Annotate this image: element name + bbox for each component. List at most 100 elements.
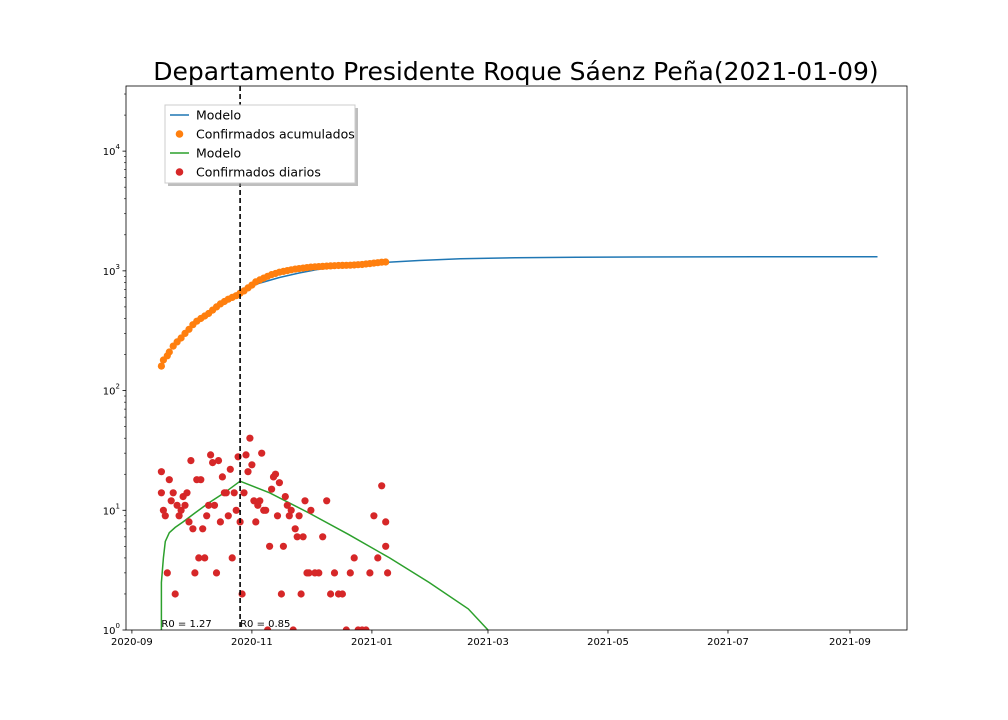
series-point-3 [370, 512, 378, 520]
series-point-3 [319, 533, 327, 541]
series-point-3 [266, 542, 274, 550]
series-point-3 [248, 461, 256, 469]
y-tick-exponent: 4 [116, 143, 121, 151]
series-point-3 [199, 525, 207, 533]
series-point-3 [175, 512, 183, 520]
x-tick-label: 2021-03 [467, 637, 509, 648]
r0-annotation: R0 = 0.85 [240, 619, 290, 630]
series-point-3 [268, 485, 276, 493]
series-point-3 [165, 476, 173, 484]
series-point-3 [271, 470, 280, 478]
series-point-3 [289, 626, 297, 630]
series-point-3 [275, 479, 283, 487]
series-point-3 [283, 501, 291, 509]
x-tick-label: 2021-05 [587, 637, 629, 648]
series-line-2 [160, 480, 489, 630]
series-point-3 [209, 459, 217, 467]
x-tick-label: 2020-11 [231, 637, 273, 648]
series-line-0 [239, 255, 878, 292]
y-tick-exponent: 1 [116, 502, 120, 510]
series-point-3 [177, 506, 185, 514]
x-tick-label: 2021-01 [351, 637, 393, 648]
series-point-3 [262, 506, 270, 514]
series-point-3 [338, 590, 346, 598]
y-tick-base: 10 [103, 387, 116, 398]
series-point-3 [315, 569, 323, 577]
y-tick-exponent: 3 [116, 263, 120, 271]
series-point-3 [384, 569, 392, 577]
series-point-3 [258, 449, 266, 457]
y-tick-base: 10 [103, 267, 116, 278]
series-point-3 [228, 554, 236, 562]
series-point-3 [159, 506, 167, 514]
y-tick-label: 101 [103, 502, 120, 517]
series-point-3 [157, 489, 165, 497]
x-tick-label: 2021-07 [707, 637, 749, 648]
series-point-3 [163, 569, 171, 577]
series-point-3 [214, 457, 223, 465]
series-point-3 [256, 497, 264, 505]
legend-label: Modelo [196, 146, 241, 161]
series-point-3 [299, 533, 307, 541]
series-point-3 [301, 497, 309, 505]
series-point-3 [295, 512, 303, 520]
series-point-3 [293, 533, 301, 541]
series-point-3 [350, 554, 358, 562]
legend-box [164, 104, 356, 184]
series-point-3 [183, 489, 191, 497]
series-point-3 [161, 512, 169, 520]
legend-marker-swatch [175, 168, 184, 176]
series-point-3 [218, 473, 226, 481]
series-point-3 [305, 569, 313, 577]
series-point-3 [185, 518, 193, 526]
series-point-3 [181, 501, 189, 509]
series-point-3 [378, 482, 386, 490]
series-point-3 [167, 497, 175, 505]
series-point-3 [382, 542, 390, 550]
series-point-3 [323, 497, 331, 505]
series-point-3 [173, 501, 181, 509]
series-point-3 [327, 590, 335, 598]
legend-label: Confirmados acumulados [196, 127, 355, 142]
series-point-3 [346, 569, 354, 577]
series-point-3 [197, 476, 205, 484]
legend-marker-swatch [175, 130, 184, 138]
series-point-1 [165, 348, 173, 356]
axes-frame [125, 85, 908, 631]
series-point-3 [240, 489, 248, 497]
series-point-3 [230, 489, 238, 497]
series-point-3 [291, 525, 299, 533]
series-point-3 [362, 626, 370, 630]
legend: Modelo Confirmados acumulados Modelo Confir… [164, 104, 358, 186]
series-point-3 [252, 518, 260, 526]
y-tick-exponent: 0 [116, 622, 120, 630]
series-point-3 [273, 512, 282, 520]
series-point-3 [277, 590, 285, 598]
series-point-3 [187, 457, 195, 465]
series-point-3 [307, 506, 315, 514]
series-point-3 [157, 468, 165, 476]
x-tick-label: 2020-09 [111, 637, 153, 648]
series-point-3 [242, 451, 250, 459]
y-tick-label: 103 [103, 263, 120, 278]
series-point-3 [216, 518, 224, 526]
series-point-3 [210, 501, 219, 509]
chart-title: Departamento Presidente Roque Sáenz Peña… [153, 57, 878, 86]
y-tick-base: 10 [103, 626, 116, 637]
series-point-3 [203, 512, 211, 520]
series-point-3 [226, 465, 234, 473]
series-point-3 [222, 489, 230, 497]
series-point-3 [279, 542, 287, 550]
series-point-3 [212, 569, 221, 577]
series-point-3 [189, 525, 197, 533]
series-point-3 [297, 590, 305, 598]
y-tick-exponent: 2 [116, 383, 120, 391]
series-point-3 [366, 569, 374, 577]
series-point-3 [207, 451, 215, 459]
y-tick-label: 102 [103, 383, 120, 398]
x-tick-label: 2021-09 [829, 637, 871, 648]
y-tick-base: 10 [103, 506, 116, 517]
series-point-3 [287, 506, 295, 514]
series-point-3 [374, 554, 382, 562]
